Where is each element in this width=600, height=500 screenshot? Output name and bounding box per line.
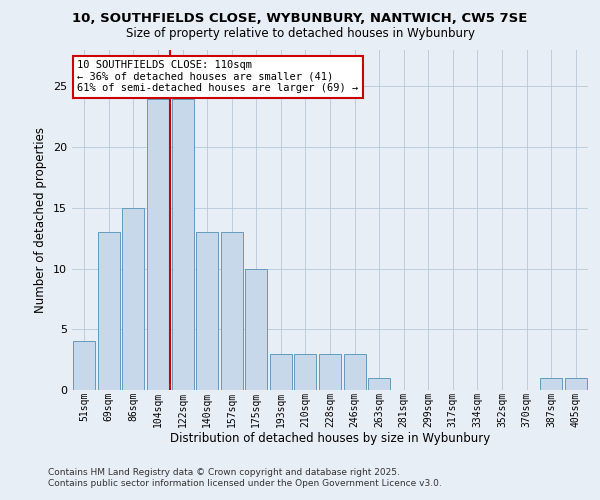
Bar xyxy=(98,232,120,390)
Text: 10, SOUTHFIELDS CLOSE, WYBUNBURY, NANTWICH, CW5 7SE: 10, SOUTHFIELDS CLOSE, WYBUNBURY, NANTWI… xyxy=(73,12,527,26)
Text: Size of property relative to detached houses in Wybunbury: Size of property relative to detached ho… xyxy=(125,28,475,40)
Bar xyxy=(319,354,341,390)
Bar xyxy=(221,232,243,390)
Bar xyxy=(368,378,390,390)
Bar xyxy=(295,354,316,390)
Bar xyxy=(245,268,268,390)
Bar xyxy=(540,378,562,390)
Bar xyxy=(344,354,365,390)
Bar xyxy=(270,354,292,390)
Bar xyxy=(565,378,587,390)
Text: 10 SOUTHFIELDS CLOSE: 110sqm
← 36% of detached houses are smaller (41)
61% of se: 10 SOUTHFIELDS CLOSE: 110sqm ← 36% of de… xyxy=(77,60,358,94)
Bar xyxy=(172,98,194,390)
Bar xyxy=(122,208,145,390)
Bar xyxy=(73,342,95,390)
Text: Contains HM Land Registry data © Crown copyright and database right 2025.
Contai: Contains HM Land Registry data © Crown c… xyxy=(48,468,442,487)
Bar xyxy=(196,232,218,390)
Y-axis label: Number of detached properties: Number of detached properties xyxy=(34,127,47,313)
X-axis label: Distribution of detached houses by size in Wybunbury: Distribution of detached houses by size … xyxy=(170,432,490,445)
Bar xyxy=(147,98,169,390)
